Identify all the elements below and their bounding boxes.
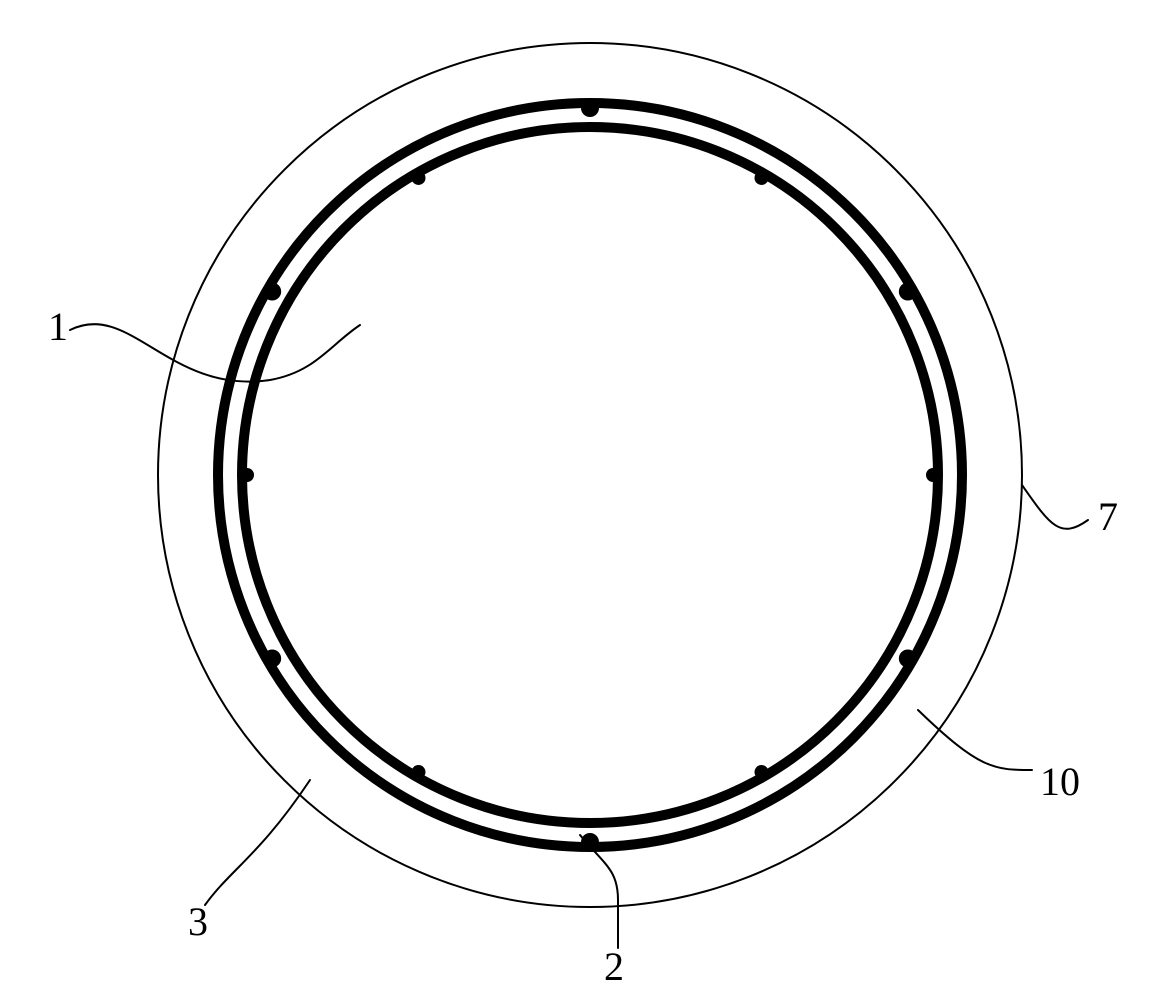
- inner-dot: [412, 171, 426, 185]
- outer-dot: [581, 833, 599, 851]
- outer-dot: [581, 99, 599, 117]
- label-l10: 10: [1040, 759, 1080, 804]
- leader-l3: [205, 780, 310, 905]
- inner-dot: [412, 765, 426, 779]
- inner-dot: [240, 468, 254, 482]
- ring-mid_outer: [218, 103, 962, 847]
- leader-l10: [918, 710, 1032, 770]
- inner-dot: [755, 765, 769, 779]
- outer-dot: [263, 283, 281, 301]
- outer-dot: [899, 283, 917, 301]
- label-l7: 7: [1098, 494, 1118, 539]
- leader-l1: [70, 324, 360, 382]
- outer-dot: [899, 650, 917, 668]
- ring-outer_thin: [158, 43, 1022, 907]
- label-l3: 3: [188, 899, 208, 944]
- leader-l7: [1022, 485, 1088, 529]
- ring-mid_inner: [242, 127, 938, 823]
- outer-dot: [263, 650, 281, 668]
- inner-dot: [926, 468, 940, 482]
- label-l2: 2: [604, 944, 624, 989]
- inner-dot: [755, 171, 769, 185]
- label-l1: 1: [48, 304, 68, 349]
